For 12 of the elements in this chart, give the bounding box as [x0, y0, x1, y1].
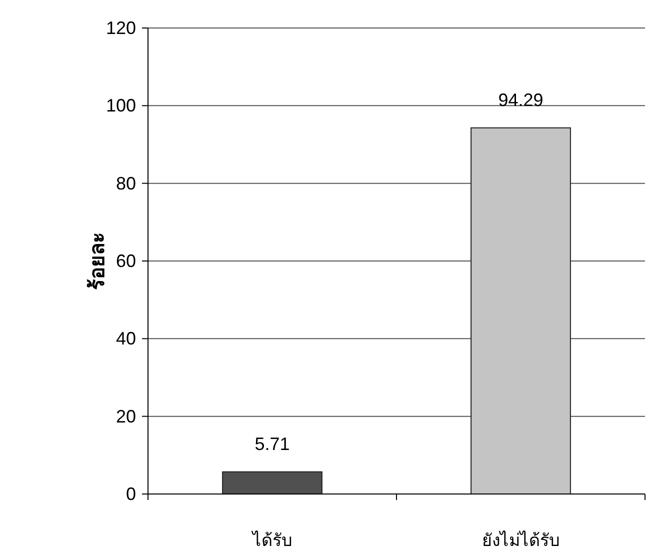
y-tick-label: 40	[116, 328, 136, 349]
y-tick-label: 0	[126, 484, 136, 504]
y-tick-label: 80	[116, 173, 136, 194]
y-tick-label: 100	[106, 96, 136, 116]
data-label: 5.71	[254, 434, 290, 454]
y-tick-label: 60	[116, 251, 136, 271]
data-label: 94.29	[498, 90, 544, 110]
x-tick-label: ยังไม่ได้รับ	[482, 530, 560, 550]
y-tick-label: 20	[116, 406, 136, 426]
y-axis-title: ร้อยละ	[86, 232, 109, 290]
x-tick-label: ได้รับ	[250, 530, 292, 550]
y-tick-label: 120	[106, 18, 136, 38]
